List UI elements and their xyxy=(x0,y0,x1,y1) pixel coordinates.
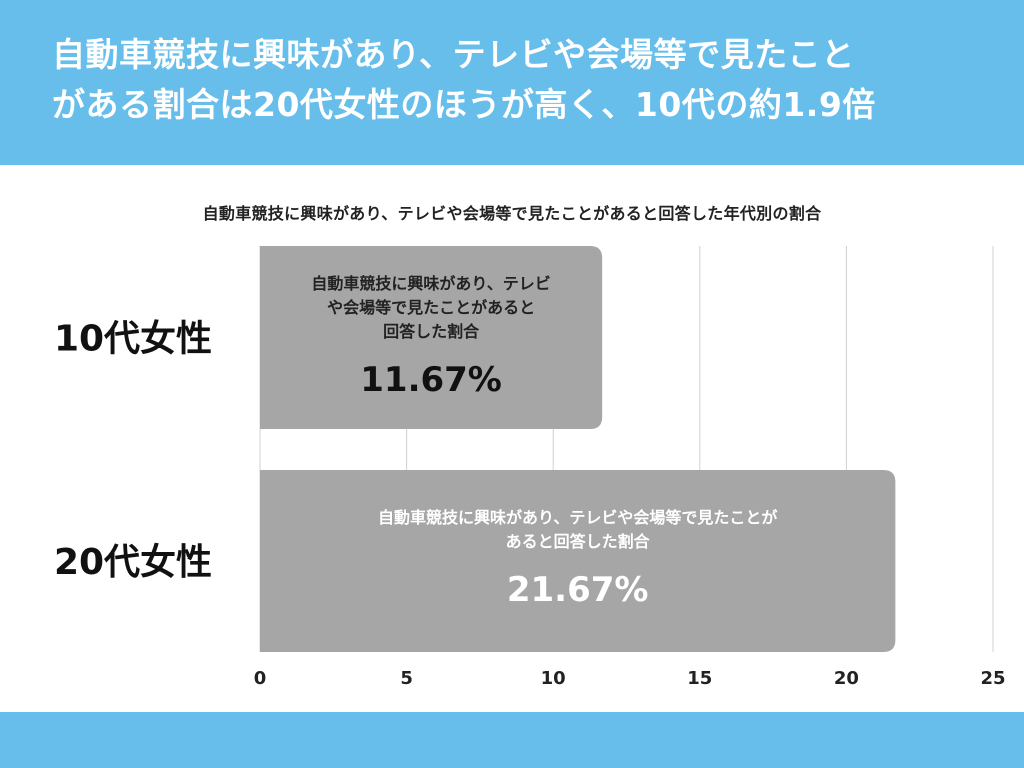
bar xyxy=(260,470,896,652)
x-tick-label: 25 xyxy=(980,668,1005,689)
x-tick-label: 15 xyxy=(687,668,712,689)
bar-description: 自動車競技に興味があり、テレビや会場等で見たことが xyxy=(378,508,777,527)
x-tick-label: 20 xyxy=(834,668,859,689)
data-label: 11.67% xyxy=(360,360,502,400)
bar xyxy=(260,246,603,429)
page-title-line-1: 自動車競技に興味があり、テレビや会場等で見たこと xyxy=(52,35,855,74)
chart-title: 自動車競技に興味があり、テレビや会場等で見たことがあると回答した年代別の割合 xyxy=(202,204,822,223)
bar-description: あると回答した割合 xyxy=(506,532,651,551)
page-title-line-2: がある割合は20代女性のほうが高く、10代の約1.9倍 xyxy=(52,85,876,124)
footer-banner xyxy=(0,712,1024,768)
x-tick-label: 0 xyxy=(254,668,267,689)
category-label: 20代女性 xyxy=(54,542,212,583)
category-label: 10代女性 xyxy=(54,319,212,360)
bar-description: 自動車競技に興味があり、テレビ xyxy=(311,274,550,293)
bar-description: や会場等で見たことがあると xyxy=(327,298,535,317)
bar-chart: 0 5 10 15 20 2510代女性自動車競技に興味があり、テレビや会場等で見たことが… xyxy=(54,246,1006,689)
x-tick-label: 10 xyxy=(541,668,566,689)
header-banner: 自動車競技に興味があり、テレビや会場等で見たこと がある割合は20代女性のほうが… xyxy=(0,0,1024,165)
x-tick-label: 5 xyxy=(400,668,413,689)
data-label: 21.67% xyxy=(507,570,649,610)
bar-description: 回答した割合 xyxy=(383,322,480,341)
